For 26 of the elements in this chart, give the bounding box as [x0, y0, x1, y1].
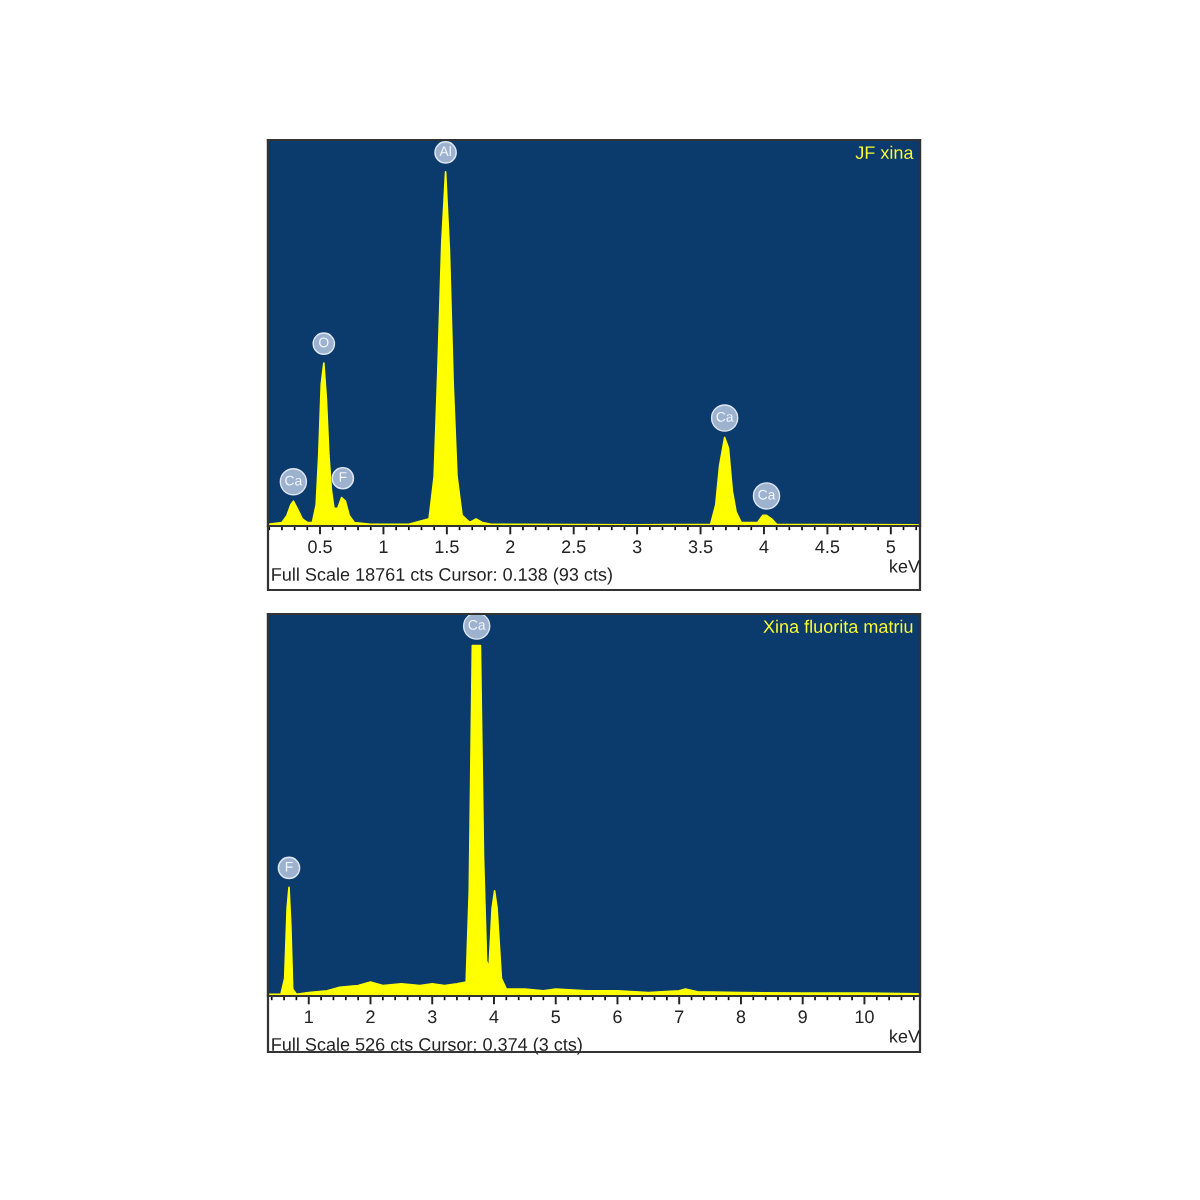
x-tick-label: 2 — [506, 540, 515, 553]
x-tick-label: 2.5 — [562, 540, 586, 554]
x-tick-label: 5 — [551, 1010, 560, 1024]
x-tick-label: 3.5 — [688, 540, 713, 554]
x-tick-label: 3 — [632, 540, 642, 554]
x-tick-label: 4.5 — [815, 540, 840, 554]
x-tick-label: 3 — [427, 1010, 437, 1024]
x-tick-label: 10 — [855, 1010, 874, 1024]
x-tick-label: 5 — [886, 540, 896, 554]
x-tick-label: 1 — [379, 540, 388, 553]
x-tick-label: 0.5 — [308, 540, 332, 554]
x-axis-title: keV — [890, 1029, 920, 1043]
x-tick-label: 1 — [305, 1010, 313, 1023]
x-tick-label: 1.5 — [435, 540, 459, 554]
x-axis-title: keV — [890, 559, 920, 573]
x-tick-label: 8 — [736, 1010, 746, 1024]
chart-title: JF xina — [855, 145, 914, 160]
x-tick-label: 6 — [613, 1010, 622, 1024]
x-tick-label: 2 — [366, 1010, 375, 1023]
text: Full Scale 18761 cts Cursor: 0.138 (93 cts) — [272, 567, 612, 585]
text: Full Scale 526 cts Cursor: 0.374 (3 cts) — [272, 1037, 582, 1055]
x-tick-label: 7 — [675, 1010, 684, 1023]
x-tick-label: 4 — [489, 1010, 499, 1023]
x-tick-label: 9 — [798, 1010, 807, 1024]
chart-title: Xina fluorita matriu — [763, 619, 913, 633]
x-tick-label: 4 — [759, 540, 769, 553]
